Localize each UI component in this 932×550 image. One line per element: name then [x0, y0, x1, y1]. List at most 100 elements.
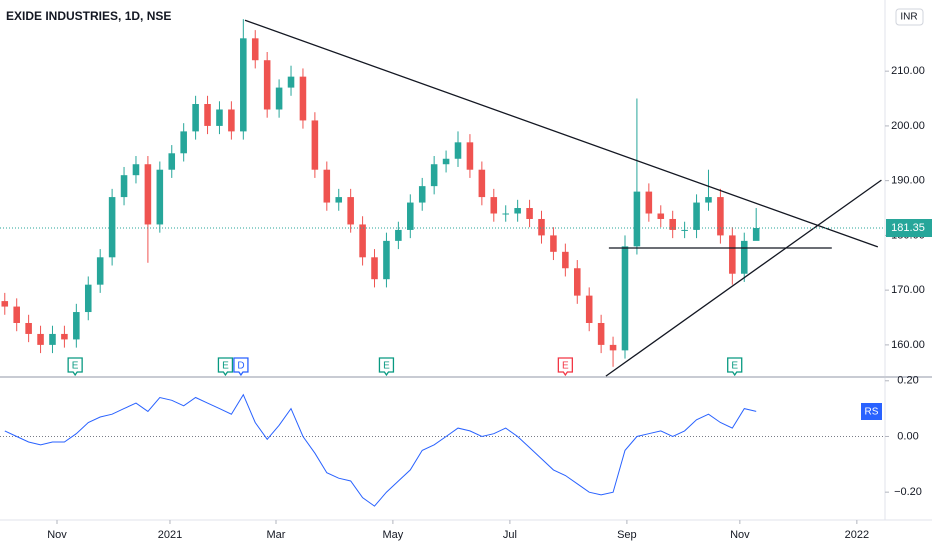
- candle-body: [490, 197, 498, 214]
- candle-body: [740, 240, 748, 274]
- event-marker[interactable]: [233, 357, 249, 377]
- y-tick-label: 160.00: [891, 339, 925, 351]
- x-tick-label: Nov: [47, 529, 67, 541]
- x-tick-label: Mar: [267, 529, 286, 541]
- candle-body: [752, 228, 760, 241]
- candle-body: [657, 213, 665, 219]
- candle-body: [144, 164, 152, 225]
- event-label[interactable]: D: [237, 361, 244, 372]
- x-tick-label: May: [382, 529, 403, 541]
- candle-body: [371, 257, 378, 280]
- candle-body: [717, 197, 724, 236]
- event-marker[interactable]: [67, 357, 83, 377]
- candle-body: [395, 229, 402, 241]
- candle-body: [729, 235, 736, 274]
- candle-body: [108, 197, 116, 258]
- candle-body: [383, 240, 390, 280]
- event-marker[interactable]: [217, 357, 234, 377]
- x-tick-label: Sep: [617, 529, 637, 541]
- event-marker[interactable]: [557, 357, 573, 377]
- candle-body: [573, 268, 581, 296]
- candle-body: [287, 76, 295, 88]
- candle-body: [311, 120, 319, 170]
- candle-body: [240, 38, 247, 132]
- event-label[interactable]: E: [383, 361, 390, 372]
- candle-body: [37, 333, 44, 345]
- candle-body: [84, 284, 92, 313]
- candle-body: [73, 312, 80, 340]
- y-tick-label: 200.00: [891, 120, 925, 132]
- rs-label-box: [861, 403, 882, 420]
- event-marker[interactable]: [727, 357, 743, 377]
- last-price-box: [886, 219, 932, 238]
- candle-body: [669, 218, 676, 230]
- candle-body: [228, 109, 235, 132]
- last-price-label: 181.35: [891, 222, 925, 234]
- rs-tick-label: 0.00: [897, 430, 918, 442]
- candle-body: [705, 197, 712, 203]
- candle-body: [132, 164, 140, 176]
- rs-label: RS: [865, 407, 879, 418]
- candle-body: [562, 251, 569, 269]
- y-tick-label: 210.00: [891, 65, 925, 77]
- candle-body: [192, 104, 199, 132]
- currency-box[interactable]: [895, 8, 924, 26]
- candle-body: [216, 109, 223, 126]
- candle-body: [275, 87, 283, 110]
- rs-tick-label: 0.20: [897, 375, 918, 387]
- event-label[interactable]: E: [731, 361, 738, 372]
- candle-body: [502, 213, 509, 215]
- candle-body: [466, 142, 474, 170]
- event-marker[interactable]: [378, 357, 395, 377]
- candle-body: [156, 169, 164, 225]
- candle-body: [454, 142, 462, 159]
- trendline: [244, 19, 879, 248]
- candle-body: [323, 169, 331, 203]
- y-tick-label: 170.00: [891, 284, 925, 296]
- candle-body: [251, 38, 259, 61]
- candle-body: [633, 191, 641, 247]
- x-tick-label: 2021: [158, 529, 182, 541]
- event-label[interactable]: E: [222, 361, 229, 372]
- candle-body: [407, 202, 414, 230]
- candle-body: [61, 333, 68, 340]
- candle-body: [621, 246, 629, 351]
- candle-body: [430, 164, 438, 187]
- chart-title: EXIDE INDUSTRIES, 1D, NSE: [6, 9, 171, 23]
- candle-body: [180, 131, 187, 154]
- x-tick-label: Jul: [503, 529, 517, 541]
- candle-body: [478, 169, 486, 198]
- event-label[interactable]: E: [562, 361, 569, 372]
- trendline: [605, 179, 882, 377]
- candle-body: [49, 333, 56, 345]
- candle-body: [550, 235, 557, 252]
- y-tick-label: 190.00: [891, 175, 925, 187]
- rs-tick-label: −0.20: [894, 486, 922, 498]
- candle-body: [585, 295, 593, 323]
- candle-body: [25, 322, 32, 334]
- candle-body: [359, 224, 366, 258]
- currency-label[interactable]: INR: [900, 12, 917, 23]
- candle-body: [681, 229, 688, 231]
- candle-body: [609, 344, 617, 351]
- candle-body: [96, 257, 104, 285]
- candle-body: [514, 208, 521, 214]
- x-tick-label: Nov: [730, 529, 750, 541]
- candle-body: [645, 191, 653, 214]
- candle-body: [538, 218, 545, 236]
- candle-body: [120, 175, 128, 198]
- candle-body: [442, 158, 450, 165]
- candle-body: [299, 76, 307, 121]
- candle-body: [335, 197, 343, 203]
- x-tick-label: 2022: [845, 529, 869, 541]
- candle-body: [204, 104, 211, 126]
- event-label[interactable]: E: [72, 361, 79, 372]
- candle-body: [418, 186, 426, 203]
- candle-body: [526, 208, 533, 219]
- rs-line: [4, 393, 757, 507]
- candle-body: [1, 301, 9, 307]
- candle-body: [693, 202, 700, 230]
- candle-body: [168, 153, 176, 170]
